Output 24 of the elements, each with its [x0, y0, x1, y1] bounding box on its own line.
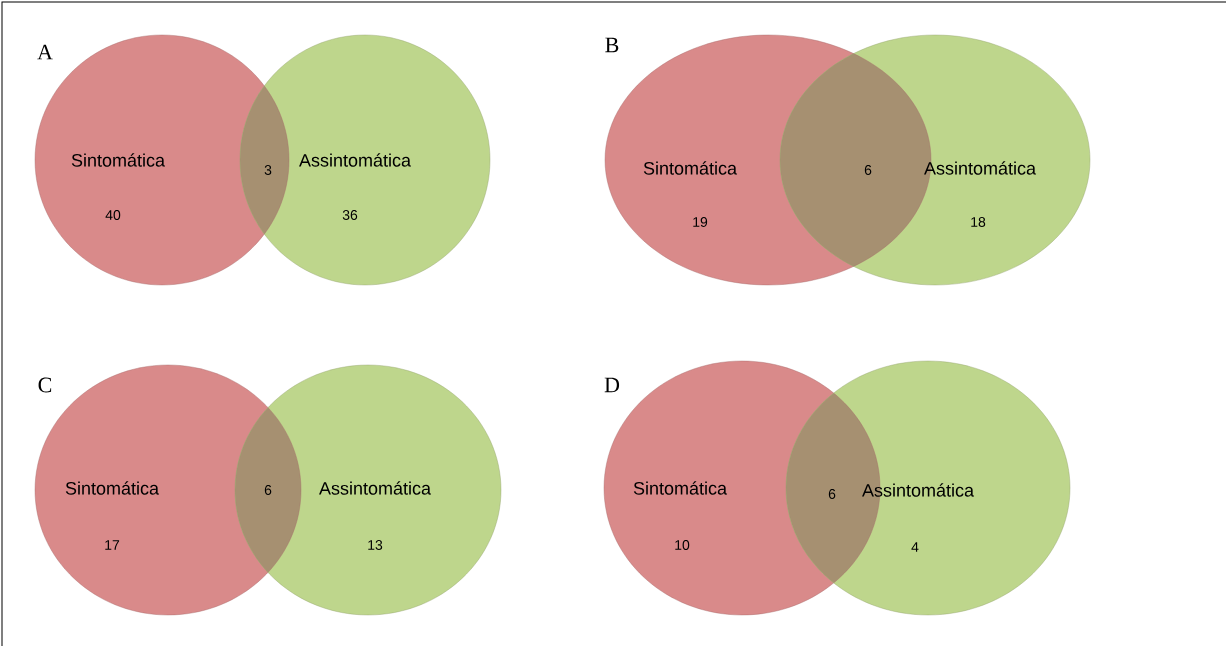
text: 6 — [828, 489, 836, 499]
text: B — [605, 37, 619, 53]
text: D — [604, 377, 620, 393]
text: C — [38, 377, 52, 393]
text: 3 — [264, 165, 272, 175]
data-label: 10 — [675, 540, 690, 550]
category-label: Assintomática — [319, 481, 432, 495]
category-label: Sintomática — [65, 481, 160, 495]
category-label: Assintomática — [299, 153, 412, 167]
data-label: 36 — [342, 210, 358, 220]
category-label: Sintomática — [71, 153, 166, 167]
text: 6 — [264, 485, 272, 495]
data-label: 4 — [911, 542, 919, 552]
data-label: 18 — [971, 217, 986, 227]
category-label: Sintomática — [633, 481, 728, 495]
text: 6 — [864, 165, 872, 175]
data-label: 40 — [105, 210, 121, 220]
category-label: Sintomática — [643, 161, 738, 175]
category-label: Assintomática — [862, 483, 975, 497]
data-label: 17 — [105, 540, 120, 550]
data-label: 19 — [693, 217, 708, 227]
category-label: Assintomática — [924, 161, 1037, 175]
text: A — [37, 44, 53, 60]
data-label: 13 — [368, 540, 383, 550]
